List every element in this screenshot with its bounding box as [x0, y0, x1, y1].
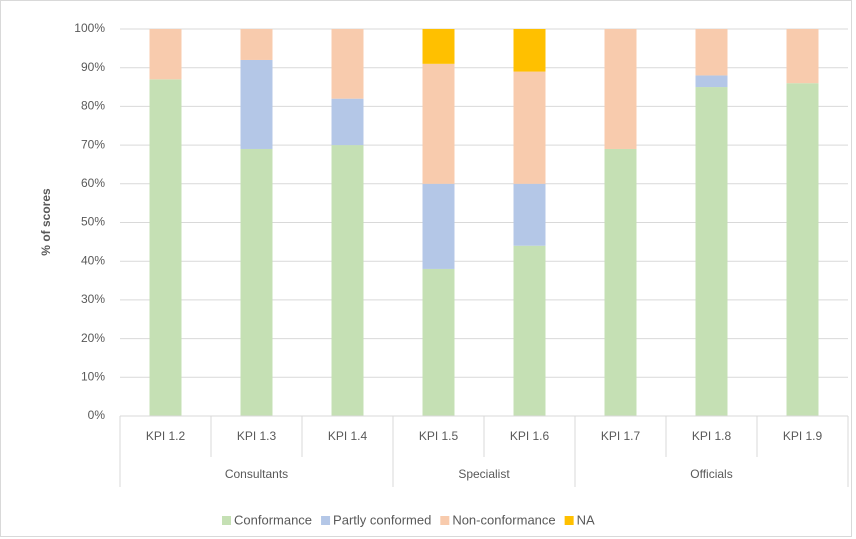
y-tick-label: 40% — [81, 253, 105, 267]
x-tick-label: KPI 1.8 — [692, 429, 732, 443]
legend-swatch — [222, 516, 231, 525]
bar-segment — [513, 183, 546, 246]
bar-segment — [422, 29, 455, 64]
y-tick-label: 60% — [81, 176, 105, 190]
legend-swatch — [440, 516, 450, 525]
bar-segment — [422, 268, 455, 416]
group-label: Consultants — [225, 467, 288, 481]
x-tick-label: KPI 1.4 — [328, 429, 368, 443]
bar-segment — [149, 29, 182, 80]
x-tick-label: KPI 1.7 — [601, 429, 641, 443]
legend-label: Conformance — [234, 512, 312, 527]
legend-label: Non-conformance — [452, 512, 555, 527]
y-tick-label: 20% — [81, 331, 105, 345]
y-tick-label: 70% — [81, 137, 105, 151]
bar-segment — [513, 245, 546, 416]
bar-segment — [604, 148, 637, 416]
bar-segment — [604, 29, 637, 149]
bar-segment — [240, 29, 273, 60]
bar-segment — [331, 98, 364, 146]
bar-segment — [422, 183, 455, 269]
x-tick-label: KPI 1.5 — [419, 429, 459, 443]
group-label: Specialist — [458, 467, 510, 481]
x-tick-label: KPI 1.6 — [510, 429, 550, 443]
x-tick-label: KPI 1.9 — [783, 429, 823, 443]
bar-segment — [240, 59, 273, 149]
y-tick-label: 90% — [81, 60, 105, 74]
legend-swatch — [564, 516, 574, 525]
y-tick-label: 10% — [81, 369, 105, 383]
bar-segment — [513, 29, 546, 72]
bar-segment — [513, 71, 546, 184]
bar-segment — [331, 145, 364, 416]
x-tick-label: KPI 1.2 — [146, 429, 186, 443]
y-tick-label: 30% — [81, 292, 105, 306]
y-tick-label: 100% — [74, 21, 105, 35]
y-tick-label: 0% — [88, 408, 106, 422]
y-tick-label: 50% — [81, 215, 105, 229]
legend-swatch — [321, 516, 331, 525]
legend-label: Partly conformed — [333, 512, 431, 527]
bar-segment — [695, 75, 728, 88]
bar-segment — [695, 87, 728, 417]
bar-segment — [422, 63, 455, 184]
bar-segment — [331, 29, 364, 99]
legend-label: NA — [577, 512, 595, 527]
y-tick-label: 80% — [81, 99, 105, 113]
y-axis-label: % of scores — [39, 188, 53, 256]
group-label: Officials — [690, 467, 732, 481]
bar-segment — [786, 83, 819, 417]
bar-segment — [695, 29, 728, 76]
x-tick-label: KPI 1.3 — [237, 429, 277, 443]
bar-segment — [786, 29, 819, 84]
bar-segment — [240, 148, 273, 416]
bar-segment — [149, 79, 182, 416]
